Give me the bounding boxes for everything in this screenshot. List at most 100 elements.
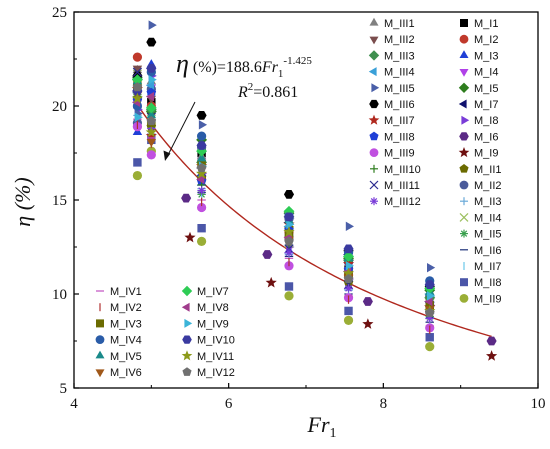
legend-label-m-i7: M_I7 — [474, 99, 498, 111]
annotation-arrow-line — [166, 101, 196, 158]
legend-entry-m-iv7: M_IV7 — [181, 285, 229, 298]
plot-frame — [73, 11, 539, 389]
legend-marker-m-iii10 — [370, 164, 378, 173]
legend-entry-m-iii8: M_III8 — [369, 131, 415, 143]
point-m-i2-0 — [132, 52, 143, 62]
legend-label-m-iii7: M_III7 — [384, 115, 415, 127]
legend-marker-m-iv11 — [181, 350, 193, 361]
legend-label-m-iv4: M_IV4 — [110, 335, 142, 347]
legend-label-m-i2: M_I2 — [474, 34, 498, 46]
point-m-iv11-0 — [131, 92, 143, 104]
legend-entry-m-ii8: M_II8 — [460, 277, 502, 289]
legend-entry-m-iv6: M_IV6 — [95, 367, 142, 379]
legend-entry-m-iv2: M_IV2 — [99, 302, 142, 314]
legend-label-m-iii4: M_III4 — [384, 67, 415, 79]
legend-marker-m-iv8 — [181, 302, 190, 312]
legend-marker-m-iv6 — [95, 369, 105, 378]
legend-marker-m-iii4 — [368, 67, 377, 77]
legend-label-m-ii6: M_II6 — [474, 245, 502, 257]
point-m-iv5-1 — [146, 109, 157, 119]
point-m-ii8-5 — [425, 333, 434, 342]
point-m-i9-3 — [486, 350, 498, 361]
legend-label-m-i6: M_I6 — [474, 131, 498, 143]
series-m-i9 — [184, 231, 498, 361]
x-axis-title-main: Fr — [307, 412, 330, 437]
point-m-ii8-0 — [133, 158, 142, 167]
legend-entry-m-ii3: M_II3 — [460, 196, 502, 208]
legend-entry-m-iv3: M_IV3 — [96, 318, 142, 330]
point-m-i6-0 — [181, 193, 192, 203]
legend-entry-m-iv12: M_IV12 — [182, 367, 235, 379]
fit-curve — [135, 102, 492, 338]
legend-entry-m-i6: M_I6 — [459, 131, 498, 143]
point-m-ii8-3 — [284, 282, 294, 291]
r-squared-value: =0.861 — [253, 84, 298, 101]
legend-entry-m-ii5: M_II5 — [460, 229, 502, 241]
point-m-iii5-1 — [148, 20, 157, 30]
point-m-iv9-0 — [134, 112, 143, 123]
point-m-iii6-2 — [196, 111, 207, 120]
legend-label-m-ii4: M_II4 — [474, 212, 502, 224]
legend-entry-m-ii2: M_II2 — [459, 180, 502, 192]
legend-label-m-iii6: M_III6 — [384, 99, 415, 111]
legend-entry-m-iv9: M_IV9 — [184, 318, 229, 330]
point-m-iii9-1 — [146, 150, 156, 160]
point-m-iv12-5 — [424, 307, 435, 317]
legend-label-m-iii11: M_III11 — [384, 180, 420, 192]
legend-entry-m-ii7: M_II7 — [463, 261, 502, 273]
legend-marker-m-iii1 — [369, 17, 379, 26]
legend-label-m-iv1: M_IV1 — [110, 286, 142, 298]
point-m-iv10-4 — [343, 244, 354, 254]
legend-entry-m-ii9: M_II9 — [459, 293, 502, 305]
legend-label-m-iv11: M_IV11 — [197, 351, 234, 363]
point-m-ii8-4 — [344, 306, 353, 316]
legend-marker-m-iii9 — [369, 148, 379, 157]
fit-annotation: η (%)=188.6Fr1-1.425 R2=0.861 — [163, 49, 312, 161]
r-squared-exponent: 2 — [248, 81, 254, 93]
point-m-iv12-0 — [132, 82, 143, 92]
point-m-iii11-0 — [132, 67, 143, 77]
legend-label-m-iii3: M_III3 — [384, 50, 415, 62]
legend-label-m-i4: M_I4 — [474, 67, 498, 79]
x-tick-label-1: 6 — [225, 396, 233, 412]
x-tick-label-0: 4 — [70, 396, 78, 412]
legend-marker-m-i9 — [458, 147, 470, 158]
legend-marker-m-i4 — [459, 69, 469, 77]
legend-marker-m-i6 — [459, 132, 469, 141]
point-m-i9-0 — [184, 231, 196, 243]
y-tick-label-4: 25 — [52, 5, 67, 21]
point-m-i6-3 — [486, 336, 497, 346]
legend-marker-m-ii2 — [459, 180, 469, 190]
point-m-i6-1 — [262, 250, 273, 259]
point-m-i9-1 — [265, 276, 277, 288]
legend-marker-m-ii4 — [459, 212, 469, 222]
legend-marker-m-ii1 — [459, 164, 469, 173]
point-m-iii6-1 — [146, 37, 157, 47]
legend-entry-m-iii4: M_III4 — [368, 67, 415, 79]
legend-entry-m-i9: M_I9 — [458, 147, 498, 160]
x-axis-title: Fr1 — [307, 412, 337, 441]
legend-label-m-i1: M_I1 — [474, 18, 498, 30]
legend-entry-m-iii6: M_III6 — [369, 99, 415, 111]
point-m-iv9-5 — [427, 291, 436, 301]
legend-label-m-iii1: M_III1 — [384, 18, 415, 30]
point-m-iv12-4 — [343, 273, 354, 284]
point-m-iv12-1 — [146, 116, 157, 126]
x-tick-label-2: 8 — [380, 396, 388, 412]
legend-label-m-ii5: M_II5 — [474, 229, 502, 241]
axes-layer: 4 6 8 10 5 10 15 20 25 — [52, 5, 546, 412]
legend-entry-m-ii6: M_II6 — [460, 245, 502, 257]
equation-text: η (%)=188.6Fr1-1.425 — [176, 49, 312, 80]
point-m-iv7-4 — [343, 250, 354, 262]
legend-marker-m-ii3 — [460, 197, 468, 206]
point-m-iii2-0 — [132, 65, 143, 74]
legend-marker-m-iii5 — [371, 83, 380, 93]
legend-marker-m-iii11 — [369, 180, 379, 190]
legend-marker-m-ii8 — [460, 278, 468, 287]
y-tick-label-1: 10 — [52, 287, 67, 303]
legend-entry-m-iii3: M_III3 — [368, 50, 415, 62]
point-m-ii9-0 — [132, 170, 143, 181]
legend-marker-m-iii6 — [369, 99, 379, 109]
legend-label-m-ii1: M_II1 — [474, 164, 502, 176]
